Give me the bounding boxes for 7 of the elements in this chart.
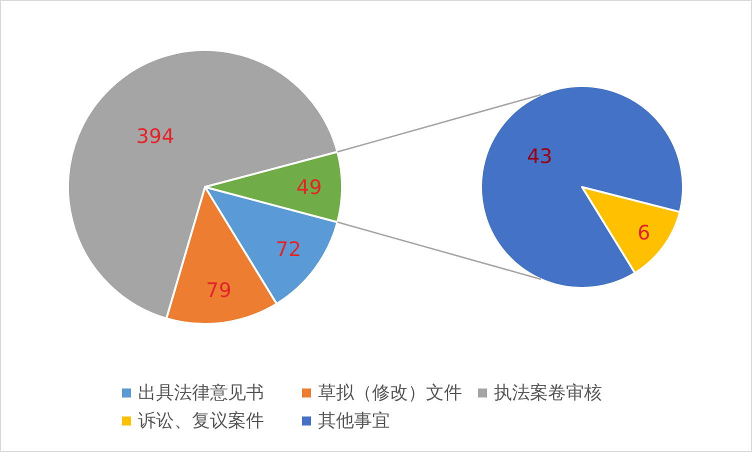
- data-label: 72: [276, 237, 302, 262]
- legend-label: 其他事宜: [318, 410, 390, 432]
- data-label: 394: [136, 124, 174, 148]
- data-label: 43: [526, 144, 552, 168]
- data-label: 6: [637, 220, 650, 244]
- data-label: 49: [296, 175, 322, 199]
- data-label: 79: [206, 278, 232, 302]
